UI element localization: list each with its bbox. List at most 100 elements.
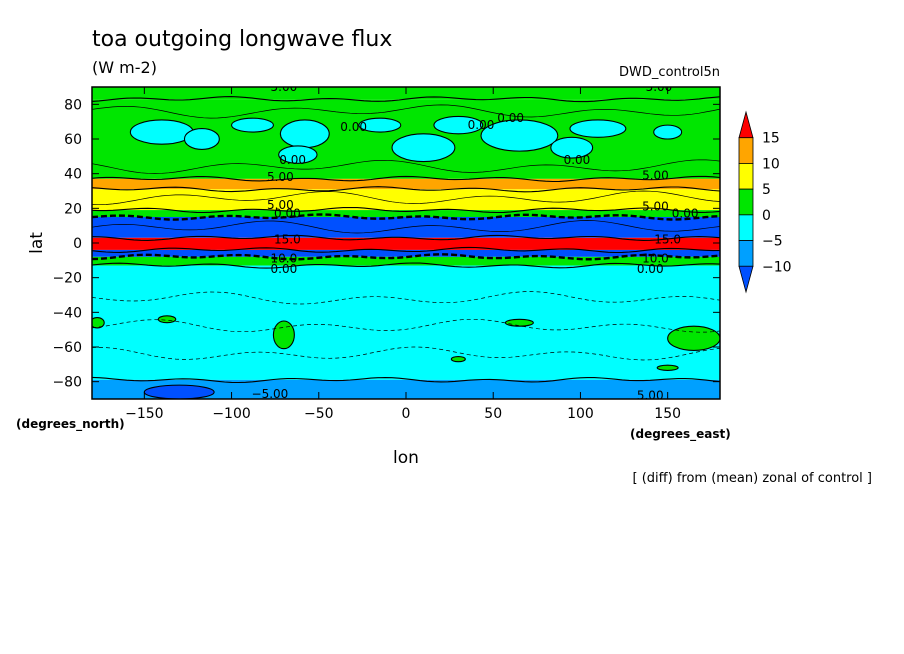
y-unit-label: (degrees_north) — [16, 417, 125, 432]
contour-line-8 — [92, 262, 720, 269]
y-tick-label-5: −20 — [52, 271, 82, 287]
contour-label-17: 0.00 — [271, 262, 298, 276]
patch-12 — [92, 316, 105, 329]
band-9 — [92, 265, 720, 380]
colorbar-bin-1 — [738, 137, 754, 164]
colorbar — [738, 110, 754, 294]
band-6 — [92, 237, 720, 250]
x-unit-label: (degrees_east) — [630, 427, 731, 442]
patch-18 — [656, 364, 679, 371]
contour-label-5: 0.00 — [279, 153, 306, 167]
contour-label-9: 5.00 — [267, 198, 294, 212]
y-tick-label-0: 80 — [64, 97, 82, 113]
patch-7 — [433, 115, 484, 135]
band-4 — [92, 210, 720, 217]
contour-label-1: 5.00 — [646, 80, 673, 94]
x-tick-label-5: 100 — [567, 406, 594, 422]
contour-label-19: −5.00 — [252, 387, 289, 401]
y-tick-label-6: −40 — [52, 305, 82, 321]
patch-11 — [653, 124, 683, 140]
contour-label-3: 0.00 — [497, 111, 524, 125]
y-tick-label-1: 60 — [64, 132, 82, 148]
y-tick-label-7: −60 — [52, 340, 82, 356]
x-tick-label-0: −150 — [125, 406, 163, 422]
contour-label-18: 0.00 — [637, 262, 664, 276]
contour-line-1 — [92, 175, 720, 183]
contour-label-2: 0.00 — [340, 120, 367, 134]
chart-title: toa outgoing longwave flux — [92, 27, 392, 52]
x-tick-label-1: −100 — [212, 406, 250, 422]
colorbar-labels: 15 10 5 0 −5 −10 — [762, 131, 792, 276]
patch-5 — [358, 117, 402, 133]
band-3 — [92, 189, 720, 211]
colorbar-bin-5 — [738, 240, 754, 267]
band-2 — [92, 178, 720, 190]
x-tick-label-3: 0 — [402, 406, 411, 422]
contour-line-thin-1 — [92, 159, 720, 174]
colorbar-label-0: 15 — [762, 131, 780, 147]
colorbar-label-2: 5 — [762, 182, 771, 198]
contour-label-4: 0.00 — [468, 118, 495, 132]
y-tick-label-3: 20 — [64, 201, 82, 217]
patch-19 — [143, 384, 215, 399]
contour-label-13: 15.0 — [274, 233, 301, 247]
colorbar-label-5: −10 — [762, 259, 792, 275]
contour-label-0: 5.00 — [271, 80, 298, 94]
contour-label-layer: 5.00 5.000.000.000.000.00 0.005.00 5.005.00… — [252, 80, 699, 403]
contour-label-10: 0.00 — [274, 207, 301, 221]
y-tick-label-8: −80 — [52, 375, 82, 391]
colorbar-label-3: 0 — [762, 208, 771, 224]
contour-label-6: 0.00 — [564, 153, 591, 167]
x-axis-label: lon — [393, 448, 419, 468]
band-10 — [92, 379, 720, 399]
run-label: DWD_control5n — [619, 65, 720, 80]
contour-line-0 — [92, 96, 720, 103]
x-axis-ticks: −150 −100 −50 0 50 100 150 — [125, 87, 681, 422]
patch-9 — [550, 136, 594, 159]
colorbar-bin-6 — [738, 265, 754, 294]
patch-3 — [279, 119, 330, 149]
band-8 — [92, 256, 720, 266]
plot-area: 5.00 5.000.000.000.000.00 0.005.00 5.005.00… — [92, 80, 720, 403]
contour-label-14: 15.0 — [654, 233, 681, 247]
patch-layer — [92, 115, 720, 399]
contour-line-9 — [92, 376, 720, 384]
patch-15 — [504, 318, 534, 327]
contour-line-thin-4 — [92, 291, 720, 305]
patch-13 — [157, 315, 177, 324]
contour-line-thin-2 — [92, 190, 720, 206]
contour-label-11: 5.00 — [642, 200, 669, 214]
x-tick-label-6: 150 — [654, 406, 681, 422]
contour-label-20: 5.00 — [637, 389, 664, 403]
contour-line-thin-6 — [92, 346, 720, 361]
contour-label-7: 5.00 — [267, 170, 294, 184]
contour-line-4 — [92, 213, 720, 221]
colorbar-bin-0 — [738, 110, 754, 139]
x-tick-label-4: 50 — [484, 406, 502, 422]
patch-16 — [450, 355, 466, 363]
patch-1 — [183, 128, 220, 150]
chart-units: (W m-2) — [92, 58, 157, 77]
y-tick-label-2: 40 — [64, 167, 82, 183]
colorbar-bin-3 — [738, 188, 754, 216]
contour-line-7 — [92, 253, 720, 261]
contour-label-15: 10.0 — [271, 252, 298, 266]
band-7 — [92, 249, 720, 257]
contour-line-5 — [92, 234, 720, 241]
contour-label-8: 5.00 — [642, 168, 669, 182]
colorbar-label-4: −5 — [762, 234, 783, 250]
colorbar-label-1: 10 — [762, 156, 780, 172]
y-tick-label-4: 0 — [73, 236, 82, 252]
patch-10 — [569, 119, 627, 138]
contour-line-thin-0 — [92, 104, 720, 119]
colorbar-bin-4 — [738, 214, 754, 241]
y-axis-label: lat — [27, 232, 47, 254]
contour-line-6 — [92, 246, 720, 254]
patch-14 — [272, 320, 295, 350]
x-tick-label-2: −50 — [304, 406, 334, 422]
contour-line-thin-3 — [92, 220, 720, 234]
contour-line-2 — [92, 186, 720, 193]
y-axis-ticks: 80 60 40 20 0 −20 −40 −60 −80 — [52, 97, 720, 391]
patch-4 — [278, 145, 318, 164]
